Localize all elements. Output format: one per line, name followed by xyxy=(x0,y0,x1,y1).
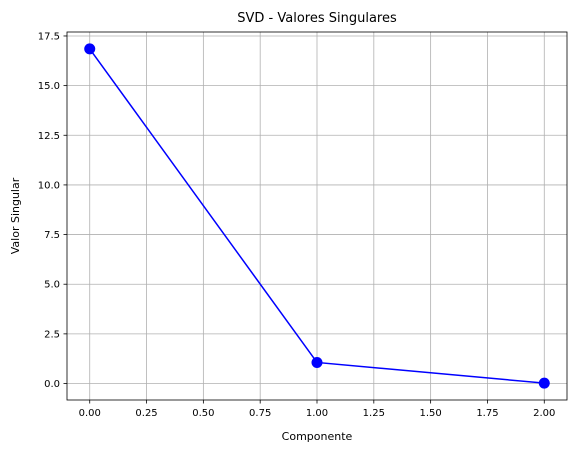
y-tick-label: 5.0 xyxy=(44,280,60,291)
x-tick-label: 1.00 xyxy=(306,408,328,419)
data-point xyxy=(311,356,323,368)
y-tick-label: 7.5 xyxy=(44,230,60,241)
series-layer xyxy=(84,43,550,389)
x-tick-label: 1.75 xyxy=(476,408,498,419)
x-tick-label: 0.25 xyxy=(135,408,157,419)
y-tick-label: 17.5 xyxy=(38,31,60,42)
y-tick-label: 0.0 xyxy=(44,379,60,390)
x-tick-label: 0.75 xyxy=(249,408,271,419)
ticks: 0.00 0.25 0.50 0.75 1.00 1.25 1.50 1.75 2.00 0.0 2… xyxy=(38,31,556,419)
x-tick-label: 0.50 xyxy=(192,408,214,419)
data-point xyxy=(538,377,550,389)
y-tick-label: 12.5 xyxy=(38,131,60,142)
data-point xyxy=(84,43,96,55)
y-tick-label: 2.5 xyxy=(44,329,60,340)
x-tick-label: 2.00 xyxy=(533,408,555,419)
y-axis-label: Valor Singular xyxy=(9,177,22,254)
y-tick-label: 15.0 xyxy=(38,81,60,92)
x-axis-label: Componente xyxy=(282,430,353,443)
grid xyxy=(67,32,567,400)
x-tick-label: 0.00 xyxy=(79,408,101,419)
x-tick-label: 1.50 xyxy=(420,408,442,419)
y-tick-label: 10.0 xyxy=(38,180,60,191)
x-tick-label: 1.25 xyxy=(363,408,385,419)
chart-title: SVD - Valores Singulares xyxy=(237,11,397,26)
